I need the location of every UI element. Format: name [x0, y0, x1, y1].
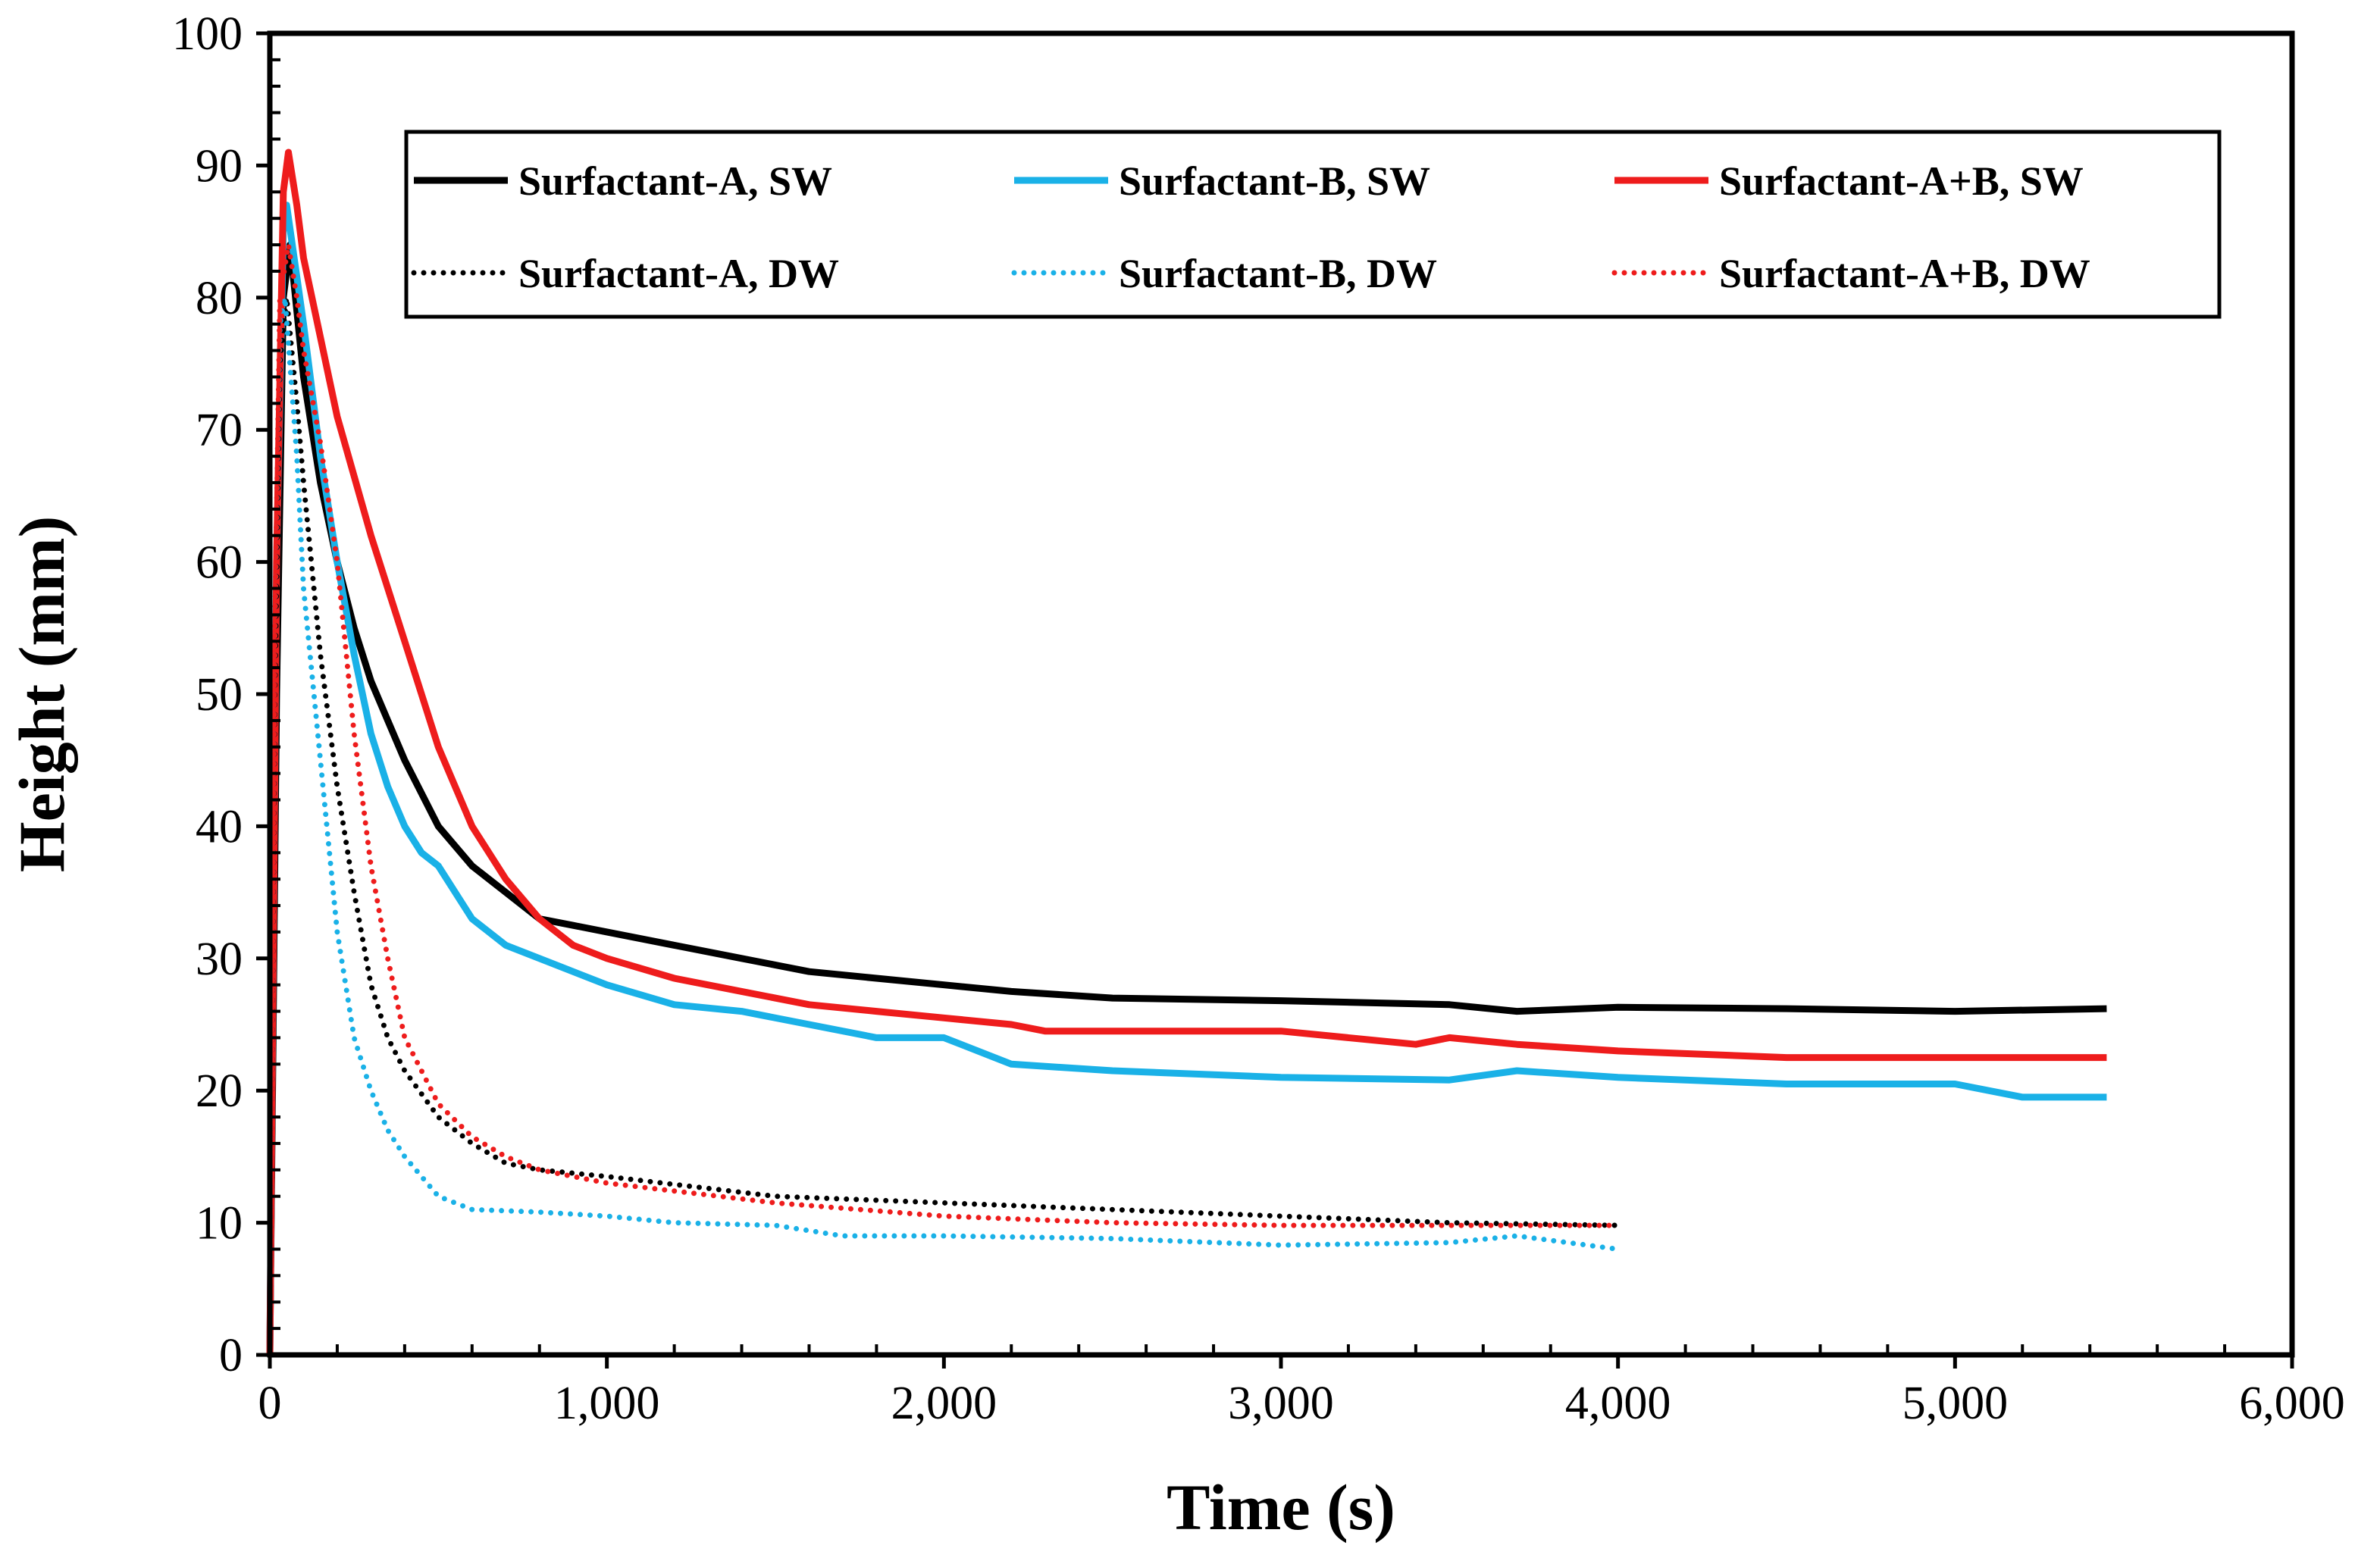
- y-tick-label: 80: [196, 273, 243, 324]
- series-line-surfactant-a-b-dw: [267, 242, 1621, 1358]
- series-layer: [266, 149, 2107, 1358]
- y-tick-label: 100: [172, 8, 243, 60]
- y-tick-label: 70: [196, 405, 243, 456]
- legend-label-surfactant-a-b-dw: Surfactant-A+B, DW: [1719, 251, 2090, 296]
- y-tick-label: 50: [196, 669, 243, 721]
- y-tick-label: 10: [196, 1198, 243, 1250]
- x-tick-label: 1,000: [554, 1378, 660, 1429]
- y-tick-label: 20: [196, 1065, 243, 1117]
- x-tick-label: 4,000: [1565, 1378, 1671, 1429]
- x-tick-label: 5,000: [1902, 1378, 2009, 1429]
- x-tick-label: 3,000: [1228, 1378, 1334, 1429]
- series-line-surfactant-b-sw: [266, 202, 2107, 1356]
- x-tick-label: 6,000: [2239, 1378, 2345, 1429]
- y-tick-label: 90: [196, 140, 243, 192]
- x-axis-title: Time (s): [1167, 1471, 1395, 1544]
- series-line-surfactant-b-dw: [267, 295, 1621, 1358]
- x-tick-label: 0: [258, 1378, 282, 1429]
- legend-label-surfactant-a-b-sw: Surfactant-A+B, SW: [1719, 158, 2084, 204]
- y-tick-label: 0: [219, 1330, 243, 1381]
- series-line-surfactant-a-dw: [267, 295, 1621, 1358]
- legend-box: [404, 130, 2222, 319]
- series-line-surfactant-a-sw: [266, 241, 2107, 1356]
- legend: Surfactant-A, SW Surfactant-B, SW Surfacta…: [404, 130, 2222, 319]
- legend-label-surfactant-b-dw: Surfactant-B, DW: [1119, 251, 1437, 296]
- series-line-surfactant-a-b-sw: [266, 149, 2107, 1356]
- legend-label-surfactant-b-sw: Surfactant-B, SW: [1119, 158, 1430, 204]
- y-axis-title: Height (mm): [5, 516, 78, 872]
- legend-label-surfactant-a-sw: Surfactant-A, SW: [518, 158, 832, 204]
- axis-ticks: 0 10 20 30 40 50 60 70 80 90 100 0 1,000 2,000 3,000 4,…: [172, 8, 2345, 1429]
- y-tick-label: 40: [196, 801, 243, 852]
- y-tick-label: 60: [196, 537, 243, 589]
- legend-label-surfactant-a-dw: Surfactant-A, DW: [518, 251, 839, 296]
- y-tick-label: 30: [196, 934, 243, 985]
- x-tick-label: 2,000: [891, 1378, 997, 1429]
